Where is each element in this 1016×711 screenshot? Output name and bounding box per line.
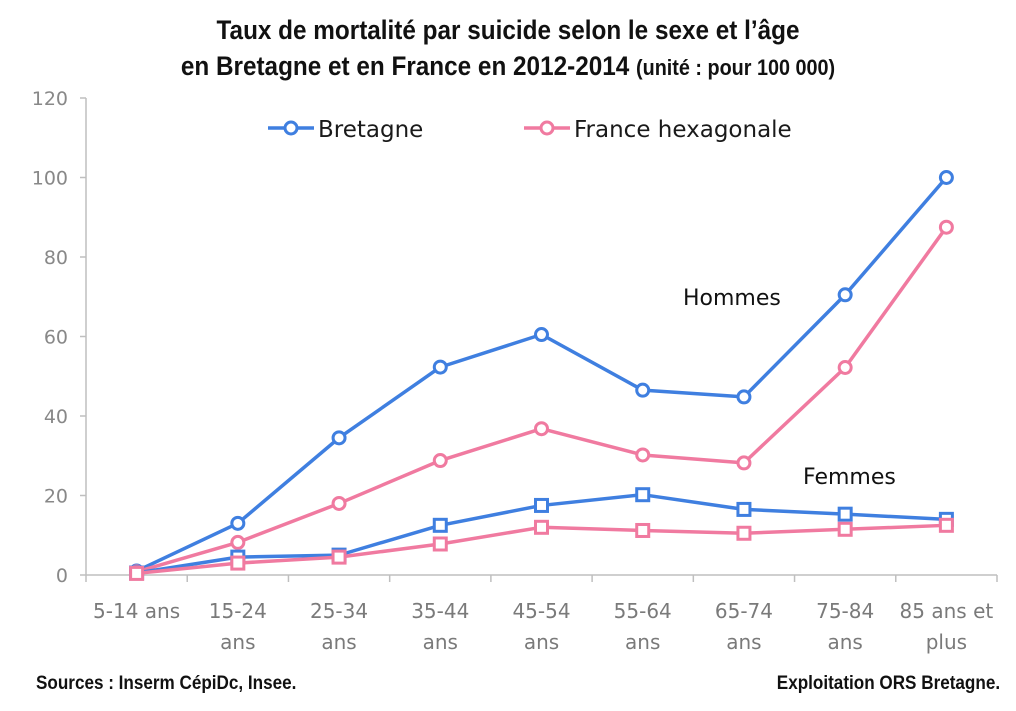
x-tick-label: 85 ans et plus [900,599,994,654]
x-tick-label: 5-14 ans [93,599,180,623]
x-tick-label-line: 35-44 [411,599,469,623]
x-tick-label: 35-44 ans [411,599,469,654]
y-tick-label: 0 [56,565,68,587]
data-point [736,525,752,541]
credit-note: Exploitation ORS Bretagne. [776,673,1000,694]
legend-label: Bretagne [318,117,423,143]
data-point [331,430,347,446]
data-point [837,521,853,537]
chart-title-line1: Taux de mortalité par suicide selon le s… [216,15,800,45]
x-tick-label-line: 65-74 [715,599,773,623]
chart-title-line2-main: en Bretagne et en France en 2012-2014 [180,51,630,81]
data-point [230,515,246,531]
data-point [534,327,549,343]
data-point [736,455,752,471]
legend: Bretagne France hexagonale [268,117,792,143]
data-point [938,517,954,533]
legend-marker [283,120,299,136]
y-tick-label: 20 [44,486,68,508]
x-tick-label-line: ans [524,630,559,654]
x-tick-label: 75-84 ans [816,599,874,654]
series-layer [129,170,954,581]
chart-title-line2: en Bretagne et en France en 2012-2014 (u… [51,48,965,86]
data-point [331,495,347,511]
data-point [129,565,145,581]
x-tick-label-line: ans [321,630,356,654]
data-point [432,517,448,533]
series-femmes-bretagne [129,487,954,581]
x-tick-label-line: plus [926,630,967,654]
annotations: Hommes Femmes [683,286,896,490]
data-point [635,382,651,398]
data-point [432,536,448,552]
legend-label: France hexagonale [574,117,792,143]
x-tick-label-line: 75-84 [816,599,874,623]
series-hommes-bretagne [129,170,954,579]
data-point [938,219,954,235]
data-point [837,287,853,303]
data-point [635,447,651,463]
data-point [331,549,347,565]
y-tick-label: 40 [44,406,68,428]
legend-item: France hexagonale [524,117,792,143]
data-point [635,522,651,538]
legend-marker [539,120,555,136]
x-tick-label: 25-34 ans [310,599,368,654]
data-point [534,421,549,437]
x-tick-label-line: 55-64 [614,599,672,623]
x-tick-label-line: ans [423,630,458,654]
x-tick-label: 65-74 ans [715,599,773,654]
x-tick-label-line: ans [827,630,862,654]
x-tick-label-line: ans [726,630,761,654]
data-point [736,501,752,517]
x-tick-label: 15-24 ans [209,599,267,654]
data-point [736,389,752,405]
data-point [432,359,448,375]
data-point [635,487,651,503]
data-point [432,453,448,469]
source-note: Sources : Inserm CépiDc, Insee. [36,673,297,694]
series-femmes-france [129,517,954,581]
x-tick-label-line: 5-14 ans [93,599,180,623]
data-point [230,534,246,550]
x-tick-label-line: 45-54 [512,599,570,623]
chart-title-unit: (unité : pour 100 000) [636,55,836,80]
legend-item: Bretagne [268,117,423,143]
data-point [230,555,246,571]
x-tick-label-line: ans [220,630,255,654]
y-tick-label: 80 [44,247,68,269]
data-point [938,170,954,185]
annotation-femmes: Femmes [803,465,896,490]
data-point [534,497,549,513]
y-tick-label: 60 [44,327,68,349]
y-tick-label: 100 [32,168,68,190]
x-tick-label: 45-54 ans [512,599,570,654]
annotation-hommes: Hommes [683,286,781,311]
data-point [837,506,853,522]
x-tick-label-line: 85 ans et [900,599,994,623]
series-hommes-france [129,219,954,580]
data-point [837,360,853,376]
x-tick-label: 55-64 ans [614,599,672,654]
x-tick-label-line: 15-24 [209,599,267,623]
data-point [534,519,549,535]
chart-title: Taux de mortalité par suicide selon le s… [51,12,965,86]
x-tick-label-line: ans [625,630,660,654]
y-tick-label: 120 [32,88,68,110]
x-tick-label-line: 25-34 [310,599,368,623]
